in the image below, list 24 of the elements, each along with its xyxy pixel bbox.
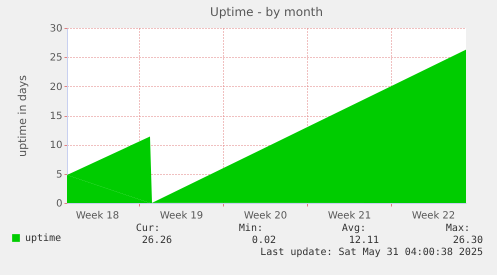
x-tick-label: Week 20 bbox=[244, 210, 288, 222]
text: Last update: Sat May 31 04:00:38 2025 bbox=[260, 247, 483, 258]
x-tick-label: Week 19 bbox=[160, 210, 204, 222]
y-tick-label: 0 bbox=[56, 198, 62, 210]
text: Avg: bbox=[342, 223, 366, 234]
y-axis-title: uptime in days bbox=[16, 74, 29, 157]
y-tick-label: 5 bbox=[56, 169, 62, 180]
x-tick-label: Week 22 bbox=[412, 210, 456, 222]
chart-title: Uptime - by month bbox=[210, 5, 323, 19]
legend-label: uptime bbox=[25, 233, 62, 244]
x-tick-label: Week 21 bbox=[328, 210, 372, 222]
y-tick-label: 10 bbox=[50, 140, 62, 152]
y-tick-label: 30 bbox=[50, 24, 62, 34]
y-tick-label: 15 bbox=[50, 111, 62, 122]
text: Min: bbox=[238, 223, 263, 234]
text: Cur: bbox=[136, 223, 160, 234]
x-tick-label: Week 18 bbox=[76, 210, 120, 222]
text: 26.30 bbox=[452, 235, 483, 246]
y-tick-label: 25 bbox=[50, 52, 62, 64]
text: 0.02 bbox=[252, 235, 276, 246]
text: 12.11 bbox=[348, 235, 379, 246]
text: 26.26 bbox=[142, 235, 172, 246]
y-tick-label: 20 bbox=[50, 82, 62, 93]
text: Max: bbox=[446, 223, 470, 234]
